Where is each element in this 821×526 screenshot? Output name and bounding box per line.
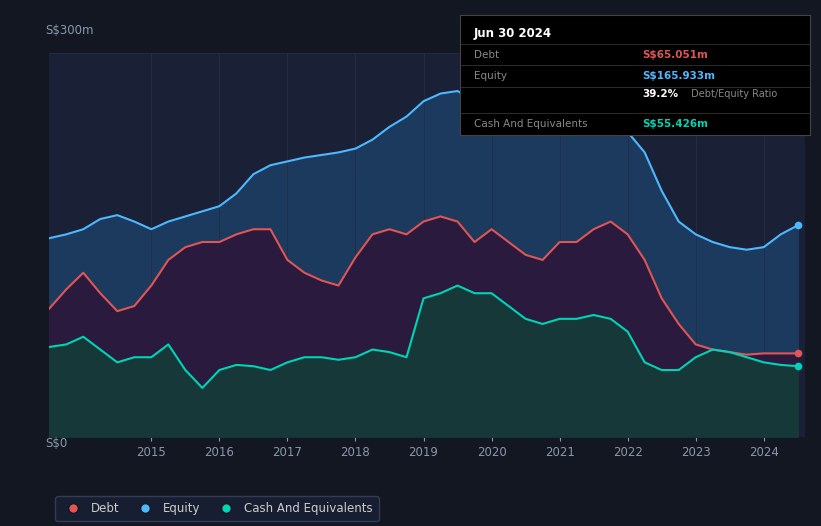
Text: Debt: Debt — [474, 49, 499, 59]
Text: Jun 30 2024: Jun 30 2024 — [474, 27, 553, 40]
Text: Cash And Equivalents: Cash And Equivalents — [474, 119, 588, 129]
Text: S$165.933m: S$165.933m — [642, 71, 715, 81]
Text: S$0: S$0 — [45, 437, 68, 450]
Text: S$65.051m: S$65.051m — [642, 49, 708, 59]
Text: S$55.426m: S$55.426m — [642, 119, 708, 129]
Legend: Debt, Equity, Cash And Equivalents: Debt, Equity, Cash And Equivalents — [55, 496, 378, 521]
Text: S$300m: S$300m — [45, 24, 94, 37]
Text: Equity: Equity — [474, 71, 507, 81]
Text: 39.2%: 39.2% — [642, 89, 678, 99]
Text: Debt/Equity Ratio: Debt/Equity Ratio — [687, 89, 777, 99]
